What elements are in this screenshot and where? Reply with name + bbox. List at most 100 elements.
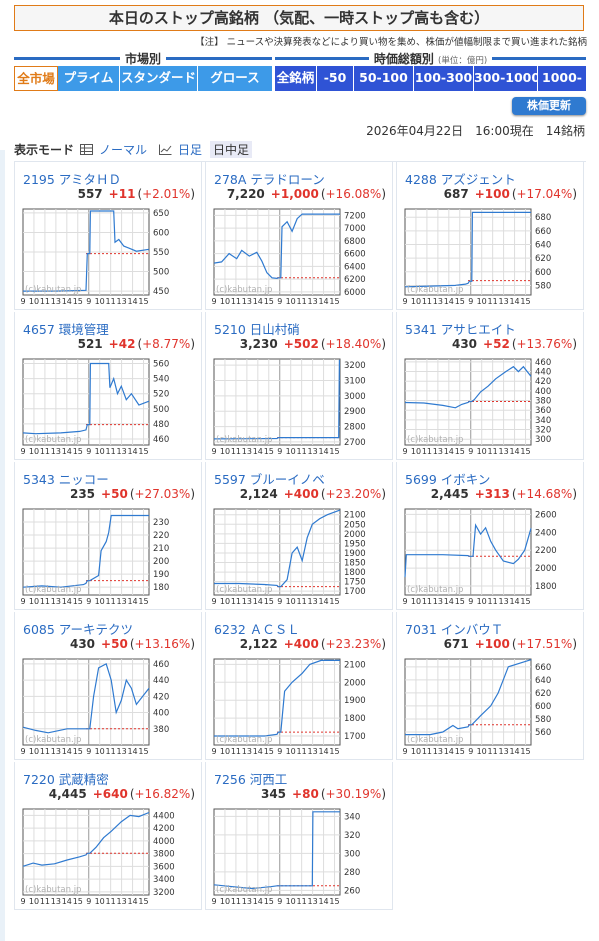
stock-link[interactable]: 278A テラドローン [214,169,325,188]
y-tick-label: 600 [535,268,551,278]
stock-link[interactable]: 7220 武蔵精密 [23,769,109,788]
price-50-100-button[interactable]: 50-100 [354,66,414,91]
y-tick-label: 2700 [344,438,366,448]
x-tick-label: 14 [62,597,72,606]
stock-card: 4657 環境管理 521 +42 (+8.77%) 560 540 520 500 480 46… [14,312,202,460]
stock-change: +640 [92,787,128,801]
stock-change: +1,000 [270,187,319,201]
chart-frame [404,658,532,746]
market-standard-button[interactable]: スタンダード [120,66,198,91]
price-under50-button[interactable]: -50 [317,66,354,91]
stock-link[interactable]: 2195 アミタＨＤ [23,169,121,188]
stock-link[interactable]: 5210 日山村硝 [214,319,300,338]
stock-link[interactable]: 5341 アサヒエイト [405,319,516,338]
y-tick-label: 600 [535,702,551,712]
stock-quote: 521 +42 (+8.77%) [78,337,195,351]
x-tick-label: 15 [138,297,148,306]
y-tick-label: 620 [535,254,551,264]
x-tick-label: 13 [242,897,252,906]
y-tick-label: 540 [153,375,169,385]
stock-price: 3,230 [239,337,278,351]
stock-link[interactable]: 5699 イボキン [405,469,490,488]
y-tick-label: 450 [153,287,169,297]
market-section-header: 市場別 [14,50,272,66]
stock-code: 6085 [23,622,55,637]
x-tick-label: 10 [411,597,421,606]
stock-quote: 687 +100 (+17.04%) [444,187,577,201]
chart-frame [404,208,532,296]
stock-link[interactable]: 5343 ニッコー [23,469,109,488]
y-tick-label: 560 [535,728,551,738]
x-tick-label: 13 [499,597,509,606]
stock-card: 278A テラドローン 7,220 +1,000 (+16.08%) 7200 7000 6… [205,162,393,310]
x-tick-label: 9 [468,597,473,606]
price-all-button[interactable]: 全銘柄 [275,66,317,91]
stock-card: 6232 ＡＣＳＬ 2,122 +400 (+23.23%) 2100 2000 1900 1… [205,612,393,760]
price-100-300-button[interactable]: 100-300 [414,66,474,91]
market-prime-button[interactable]: プライム [58,66,120,91]
stock-link[interactable]: 5597 ブルーイノベ [214,469,325,488]
price-over1000-button[interactable]: 1000- [538,66,586,91]
stock-link[interactable]: 7031 インバウＴ [405,619,503,638]
refresh-button[interactable]: 株価更新 [512,97,586,115]
stock-link[interactable]: 6232 ＡＣＳＬ [214,619,300,638]
y-tick-label: 6800 [344,237,366,247]
stock-link[interactable]: 4288 アズジェント [405,169,516,188]
y-tick-label: 640 [535,240,551,250]
y-tick-label: 280 [344,868,360,878]
market-all-button[interactable]: 全市場 [14,66,58,91]
stock-card: 5343 ニッコー 235 +50 (+27.03%) 230 220 210 200 190 1… [14,462,202,610]
stock-price: 687 [443,187,469,201]
stock-card: 5597 ブルーイノベ 2,124 +400 (+23.20%) 2100 2050 200… [205,462,393,610]
watermark: (c)kabutan.jp [407,585,463,595]
y-tick-label: 2100 [344,660,366,670]
x-tick-label: 11 [106,297,116,306]
y-tick-label: 190 [153,570,169,580]
intraday-chart[interactable]: 4400 4200 4000 3800 3600 3400 3200 (c)kabutan.j… [19,806,197,906]
x-tick-label: 10 [95,897,105,906]
stock-code: 278A [214,172,247,187]
page-edge [0,150,5,941]
stock-quote: 557 +11 (+2.01%) [78,187,195,201]
intraday-chart[interactable]: 7200 7000 6800 6600 6400 6200 6000 (c)kabutan.j… [210,206,388,306]
stock-price: 430 [69,637,96,651]
stock-change-pct: (+27.03%) [129,487,195,501]
y-tick-label: 2600 [535,510,557,520]
market-growth-button[interactable]: グロース [198,66,272,91]
stock-name: 武蔵精密 [58,772,109,787]
y-tick-label: 320 [535,426,551,436]
y-tick-label: 2900 [344,407,366,417]
mode-intraday[interactable]: 日中足 [210,140,253,158]
stock-link[interactable]: 7256 河西工 [214,769,287,788]
x-tick-label: 13 [308,897,318,906]
chart-frame [22,358,150,446]
x-tick-label: 9 [211,747,216,756]
y-tick-label: 6400 [344,262,366,272]
chart-frame [213,658,341,746]
y-tick-label: 300 [344,849,360,859]
stock-link[interactable]: 4657 環境管理 [23,319,109,338]
mode-normal[interactable]: ノーマル [80,141,147,158]
mode-daily[interactable]: 日足 [159,141,202,158]
stock-price: 2,124 [239,487,278,501]
price-line [213,359,340,440]
x-tick-label: 15 [138,897,148,906]
chart-frame [213,508,341,596]
watermark: (c)kabutan.jp [216,585,272,595]
stock-code: 7256 [214,772,246,787]
stock-link[interactable]: 6085 アーキテクツ [23,619,133,638]
stock-card: 5210 日山村硝 3,230 +502 (+18.40%) 3200 3100 3000 2… [205,312,393,460]
price-300-1000-button[interactable]: 300-1000 [474,66,538,91]
